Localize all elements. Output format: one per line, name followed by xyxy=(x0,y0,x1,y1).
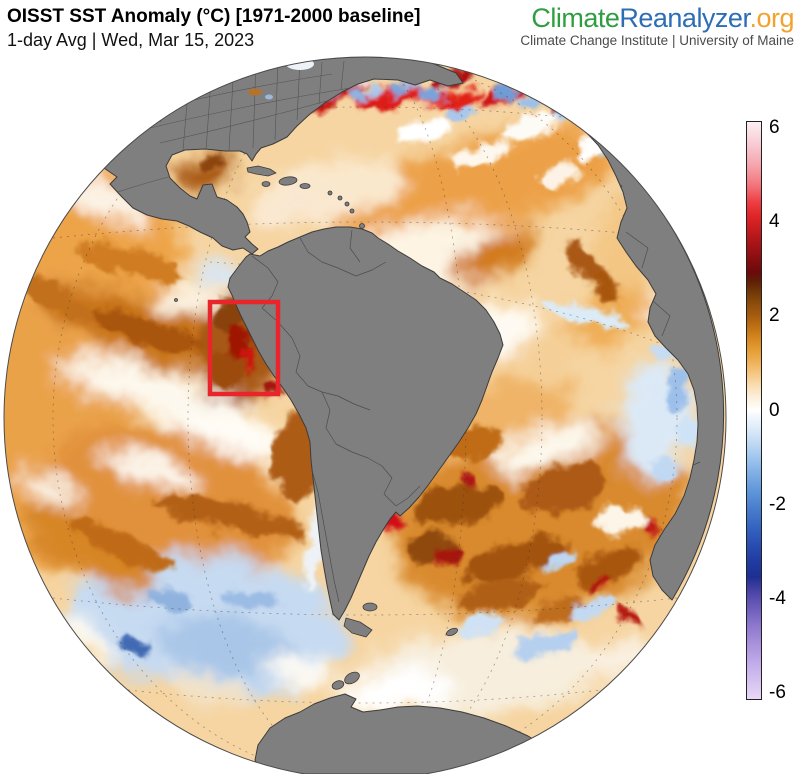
colorbar-gradient xyxy=(746,121,762,700)
brand: ClimateReanalyzer.org Climate Change Ins… xyxy=(520,3,794,49)
brand-part-climate: Climate xyxy=(531,3,620,33)
header: OISST SST Anomaly (°C) [1971-2000 baseli… xyxy=(7,5,420,52)
map-title: OISST SST Anomaly (°C) [1971-2000 baseli… xyxy=(7,6,421,27)
brand-part-org: .org xyxy=(749,3,794,33)
globe-outline xyxy=(3,56,727,774)
region-highlight-box xyxy=(207,299,281,397)
islands xyxy=(174,165,458,690)
brand-tagline: Climate Change Institute | University of… xyxy=(520,33,794,48)
brand-part-reanalyzer: Reanalyzer xyxy=(619,3,750,33)
brand-logo[interactable]: ClimateReanalyzer.org xyxy=(520,3,794,33)
map-subtitle: 1-day Avg | Wed, Mar 15, 2023 xyxy=(7,30,255,50)
